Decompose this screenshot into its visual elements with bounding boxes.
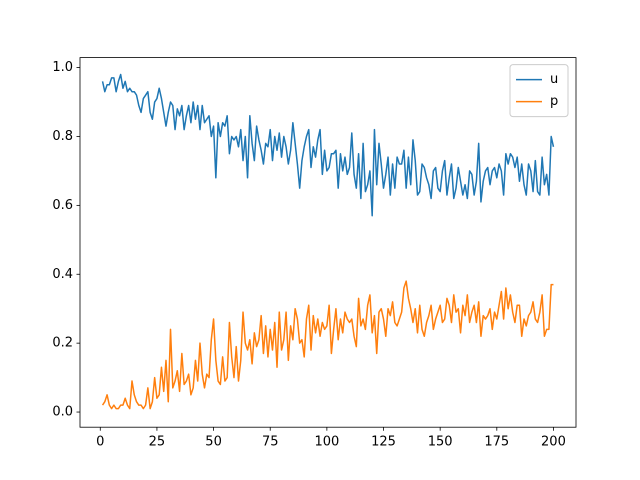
plot-frame [79, 57, 577, 428]
y-tick-label: 1.0 [52, 60, 73, 75]
x-tick-label: 50 [205, 435, 222, 450]
y-tick-label: 0.2 [52, 336, 73, 351]
line-series [101, 73, 555, 217]
x-tick-label: 0 [96, 435, 104, 450]
y-tick-label: 0.8 [52, 129, 73, 144]
x-tick-label: 200 [541, 435, 566, 450]
x-tick-label: 75 [262, 435, 279, 450]
legend-label: p [550, 94, 558, 109]
x-tick-label: 175 [484, 435, 509, 450]
y-tick-label: 0.4 [52, 267, 73, 282]
legend-box [509, 64, 569, 118]
x-tick-label: 25 [149, 435, 166, 450]
y-tick-label: 0.0 [52, 405, 73, 420]
x-tick-label: 150 [428, 435, 453, 450]
line-series [101, 280, 554, 410]
y-tick-label: 0.6 [52, 198, 73, 213]
x-tick-label: 100 [314, 435, 339, 450]
x-tick-label: 125 [371, 435, 396, 450]
legend-label: u [550, 72, 558, 87]
legend: up [509, 64, 569, 118]
